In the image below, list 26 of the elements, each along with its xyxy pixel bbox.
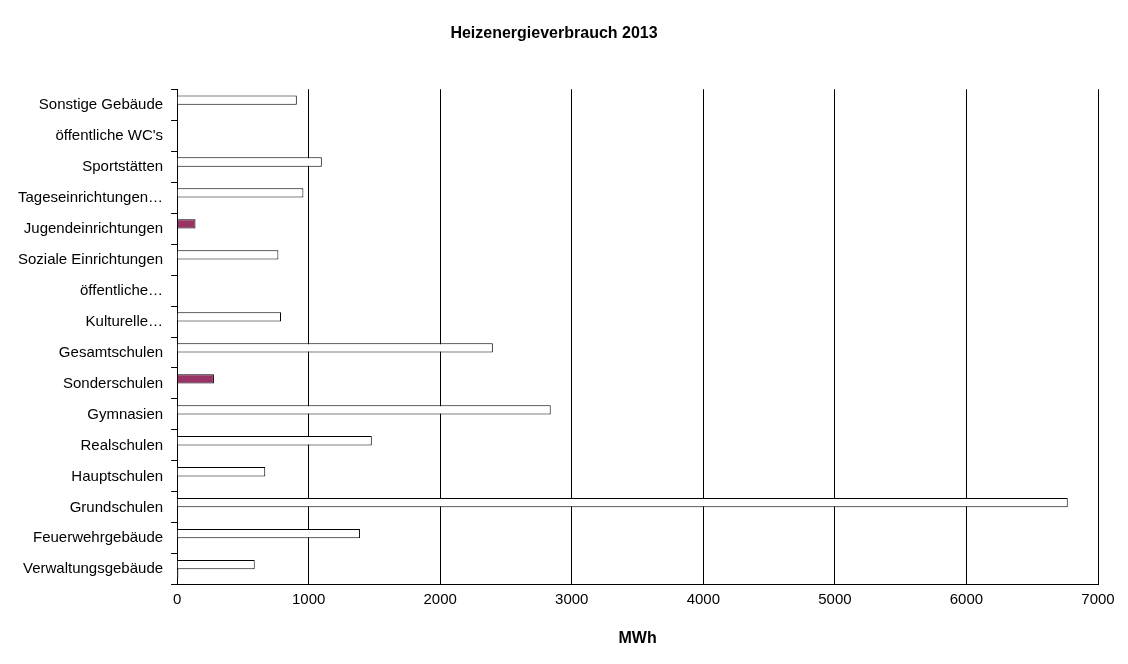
x-tick-label: 0 xyxy=(172,589,182,607)
x-axis-title: MWh xyxy=(618,628,657,646)
x-tick-label: 1000 xyxy=(291,589,326,607)
y-tick-label: Kulturelle… xyxy=(85,311,164,329)
y-tick-label: öffentliche… xyxy=(79,280,164,298)
x-tick-label: 5000 xyxy=(818,589,852,607)
y-tick-label: Tageseinrichtungen… xyxy=(18,187,164,205)
x-tick-label: 2000 xyxy=(423,589,457,607)
y-tick-label: Realschulen xyxy=(80,435,164,453)
x-tick-label: 7000 xyxy=(1081,589,1115,607)
y-tick-label: Sonstige Gebäude xyxy=(38,94,164,112)
y-tick-label: Grundschulen xyxy=(69,497,164,515)
y-tick-label: Feuerwehrgebäude xyxy=(33,528,164,546)
chart-title: Heizenergieverbrauch 2013 xyxy=(450,24,658,42)
y-tick-label: Hauptschulen xyxy=(71,466,164,484)
y-tick-label: Gymnasien xyxy=(87,404,164,422)
y-tick-label: öffentliche WC's xyxy=(55,125,164,143)
y-tick-label: Soziale Einrichtungen xyxy=(18,249,164,267)
x-tick-label: 3000 xyxy=(555,589,589,607)
y-tick-label: Gesamtschulen xyxy=(58,342,164,360)
x-tick-label: 6000 xyxy=(949,589,984,607)
y-tick-label: Verwaltungsgebäude xyxy=(22,559,164,577)
y-tick-label: Sonderschulen xyxy=(63,373,164,391)
x-tick-label: 4000 xyxy=(686,589,721,607)
y-tick-label: Jugendeinrichtungen xyxy=(23,218,164,236)
y-tick-label: Sportstätten xyxy=(82,156,164,174)
